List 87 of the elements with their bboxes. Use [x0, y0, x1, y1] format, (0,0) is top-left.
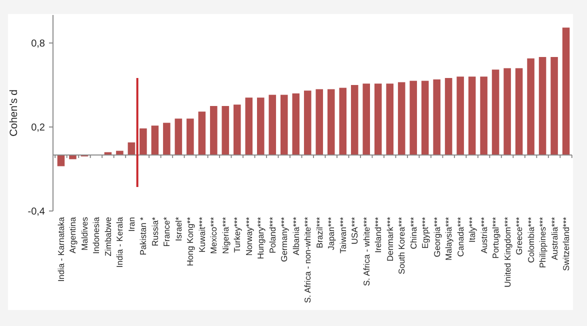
x-tick-label: Norway***: [244, 216, 254, 256]
x-tick-label: Maldives: [79, 217, 90, 251]
x-tick-label: South Korea***: [396, 216, 407, 274]
bar: [515, 68, 523, 155]
bar: [268, 94, 276, 155]
x-tick-label: Indonesia: [91, 216, 102, 254]
x-tick-label: United Kingdom***: [502, 216, 512, 288]
x-tick-label: Albania***: [290, 216, 301, 256]
x-tick-label: Malaysia***: [444, 216, 454, 260]
bar: [280, 94, 288, 155]
bar: [304, 90, 312, 155]
bar: [538, 57, 546, 155]
x-tick-label: Hong Kong**: [185, 216, 196, 266]
x-tick-label: Kuwait***: [196, 216, 207, 252]
bar: [527, 58, 534, 155]
x-tick-label: Canada***: [455, 216, 466, 257]
bar: [350, 85, 358, 155]
x-tick-label: China***: [408, 216, 418, 250]
bar: [468, 76, 476, 155]
x-tick-label: Austria***: [478, 216, 489, 254]
bar: [151, 126, 159, 155]
bar: [444, 78, 452, 155]
bar: [374, 84, 382, 155]
bar: [550, 57, 558, 155]
y-axis-title: Cohen's d: [8, 89, 20, 136]
bar: [57, 155, 65, 166]
bar: [480, 76, 488, 155]
bar: [210, 106, 218, 155]
bar: [421, 80, 429, 155]
x-tick-label: Philippines***: [538, 216, 548, 268]
bar: [140, 128, 147, 155]
x-tick-label: Hungary***: [256, 216, 266, 260]
x-tick-label: India - Karnataka: [56, 216, 66, 282]
bar: [562, 28, 570, 155]
x-tick-label: Poland***: [267, 216, 278, 254]
x-tick-label: Zimbabwe: [102, 216, 113, 256]
x-tick-label: Argentina: [68, 216, 78, 254]
bar: [222, 106, 230, 155]
x-tick-label: Colombia***: [526, 216, 536, 263]
x-tick-label: Italy***: [467, 216, 478, 243]
bar: [316, 89, 324, 155]
bar: [163, 122, 170, 155]
x-tick-label: Switzerland***: [561, 216, 572, 271]
bar: [362, 84, 370, 155]
x-tick-label: India - Kerala: [114, 216, 125, 268]
bar: [492, 70, 500, 155]
bar: [292, 93, 300, 155]
x-tick-label: Egypt***: [420, 216, 430, 249]
bar: [174, 118, 182, 155]
y-tick-label: 0,8: [31, 38, 46, 50]
bar: [410, 80, 417, 155]
x-tick-label: Israel*: [173, 216, 184, 242]
x-tick-label: Pakistan *: [138, 216, 148, 256]
x-tick-label: Portugal***: [490, 216, 501, 259]
bar: [128, 142, 136, 155]
bar: [257, 98, 264, 155]
x-tick-label: Russia*: [150, 216, 160, 246]
x-tick-label: S. Africa - non-white***: [302, 216, 313, 303]
x-tick-label: Taiwan***: [338, 216, 348, 254]
x-tick-label: Denmark***: [384, 216, 395, 262]
bar: [433, 79, 440, 155]
x-tick-label: Ireland***: [373, 216, 384, 253]
bar: [339, 88, 347, 155]
x-tick-label: Turkey***: [232, 216, 242, 253]
bar: [398, 82, 406, 155]
x-tick-label: Japan***: [326, 216, 336, 250]
bar: [386, 84, 394, 155]
x-tick-label: Georgia***: [432, 216, 442, 258]
bar: [198, 112, 206, 155]
x-tick-label: Australia***: [549, 216, 560, 260]
x-tick-label: France*: [162, 216, 172, 247]
x-tick-label: USA***: [350, 216, 360, 244]
y-tick-label: 0,2: [31, 122, 46, 134]
bar: [245, 98, 253, 155]
x-tick-label: Nigeria***: [220, 216, 230, 254]
x-tick-label: Germany***: [279, 216, 290, 262]
x-tick-label: Mexico***: [208, 216, 219, 254]
y-tick-label: -0,4: [28, 206, 46, 218]
x-tick-label: Iran: [126, 216, 136, 232]
bar: [327, 89, 335, 155]
x-tick-label: Greece***: [514, 216, 524, 255]
x-tick-label: Brazil***: [314, 216, 324, 248]
bar: [456, 76, 464, 155]
bar: [234, 104, 241, 155]
bar: [186, 118, 194, 155]
bar: [504, 68, 511, 155]
x-tick-label: S. Africa - white***: [361, 216, 372, 286]
